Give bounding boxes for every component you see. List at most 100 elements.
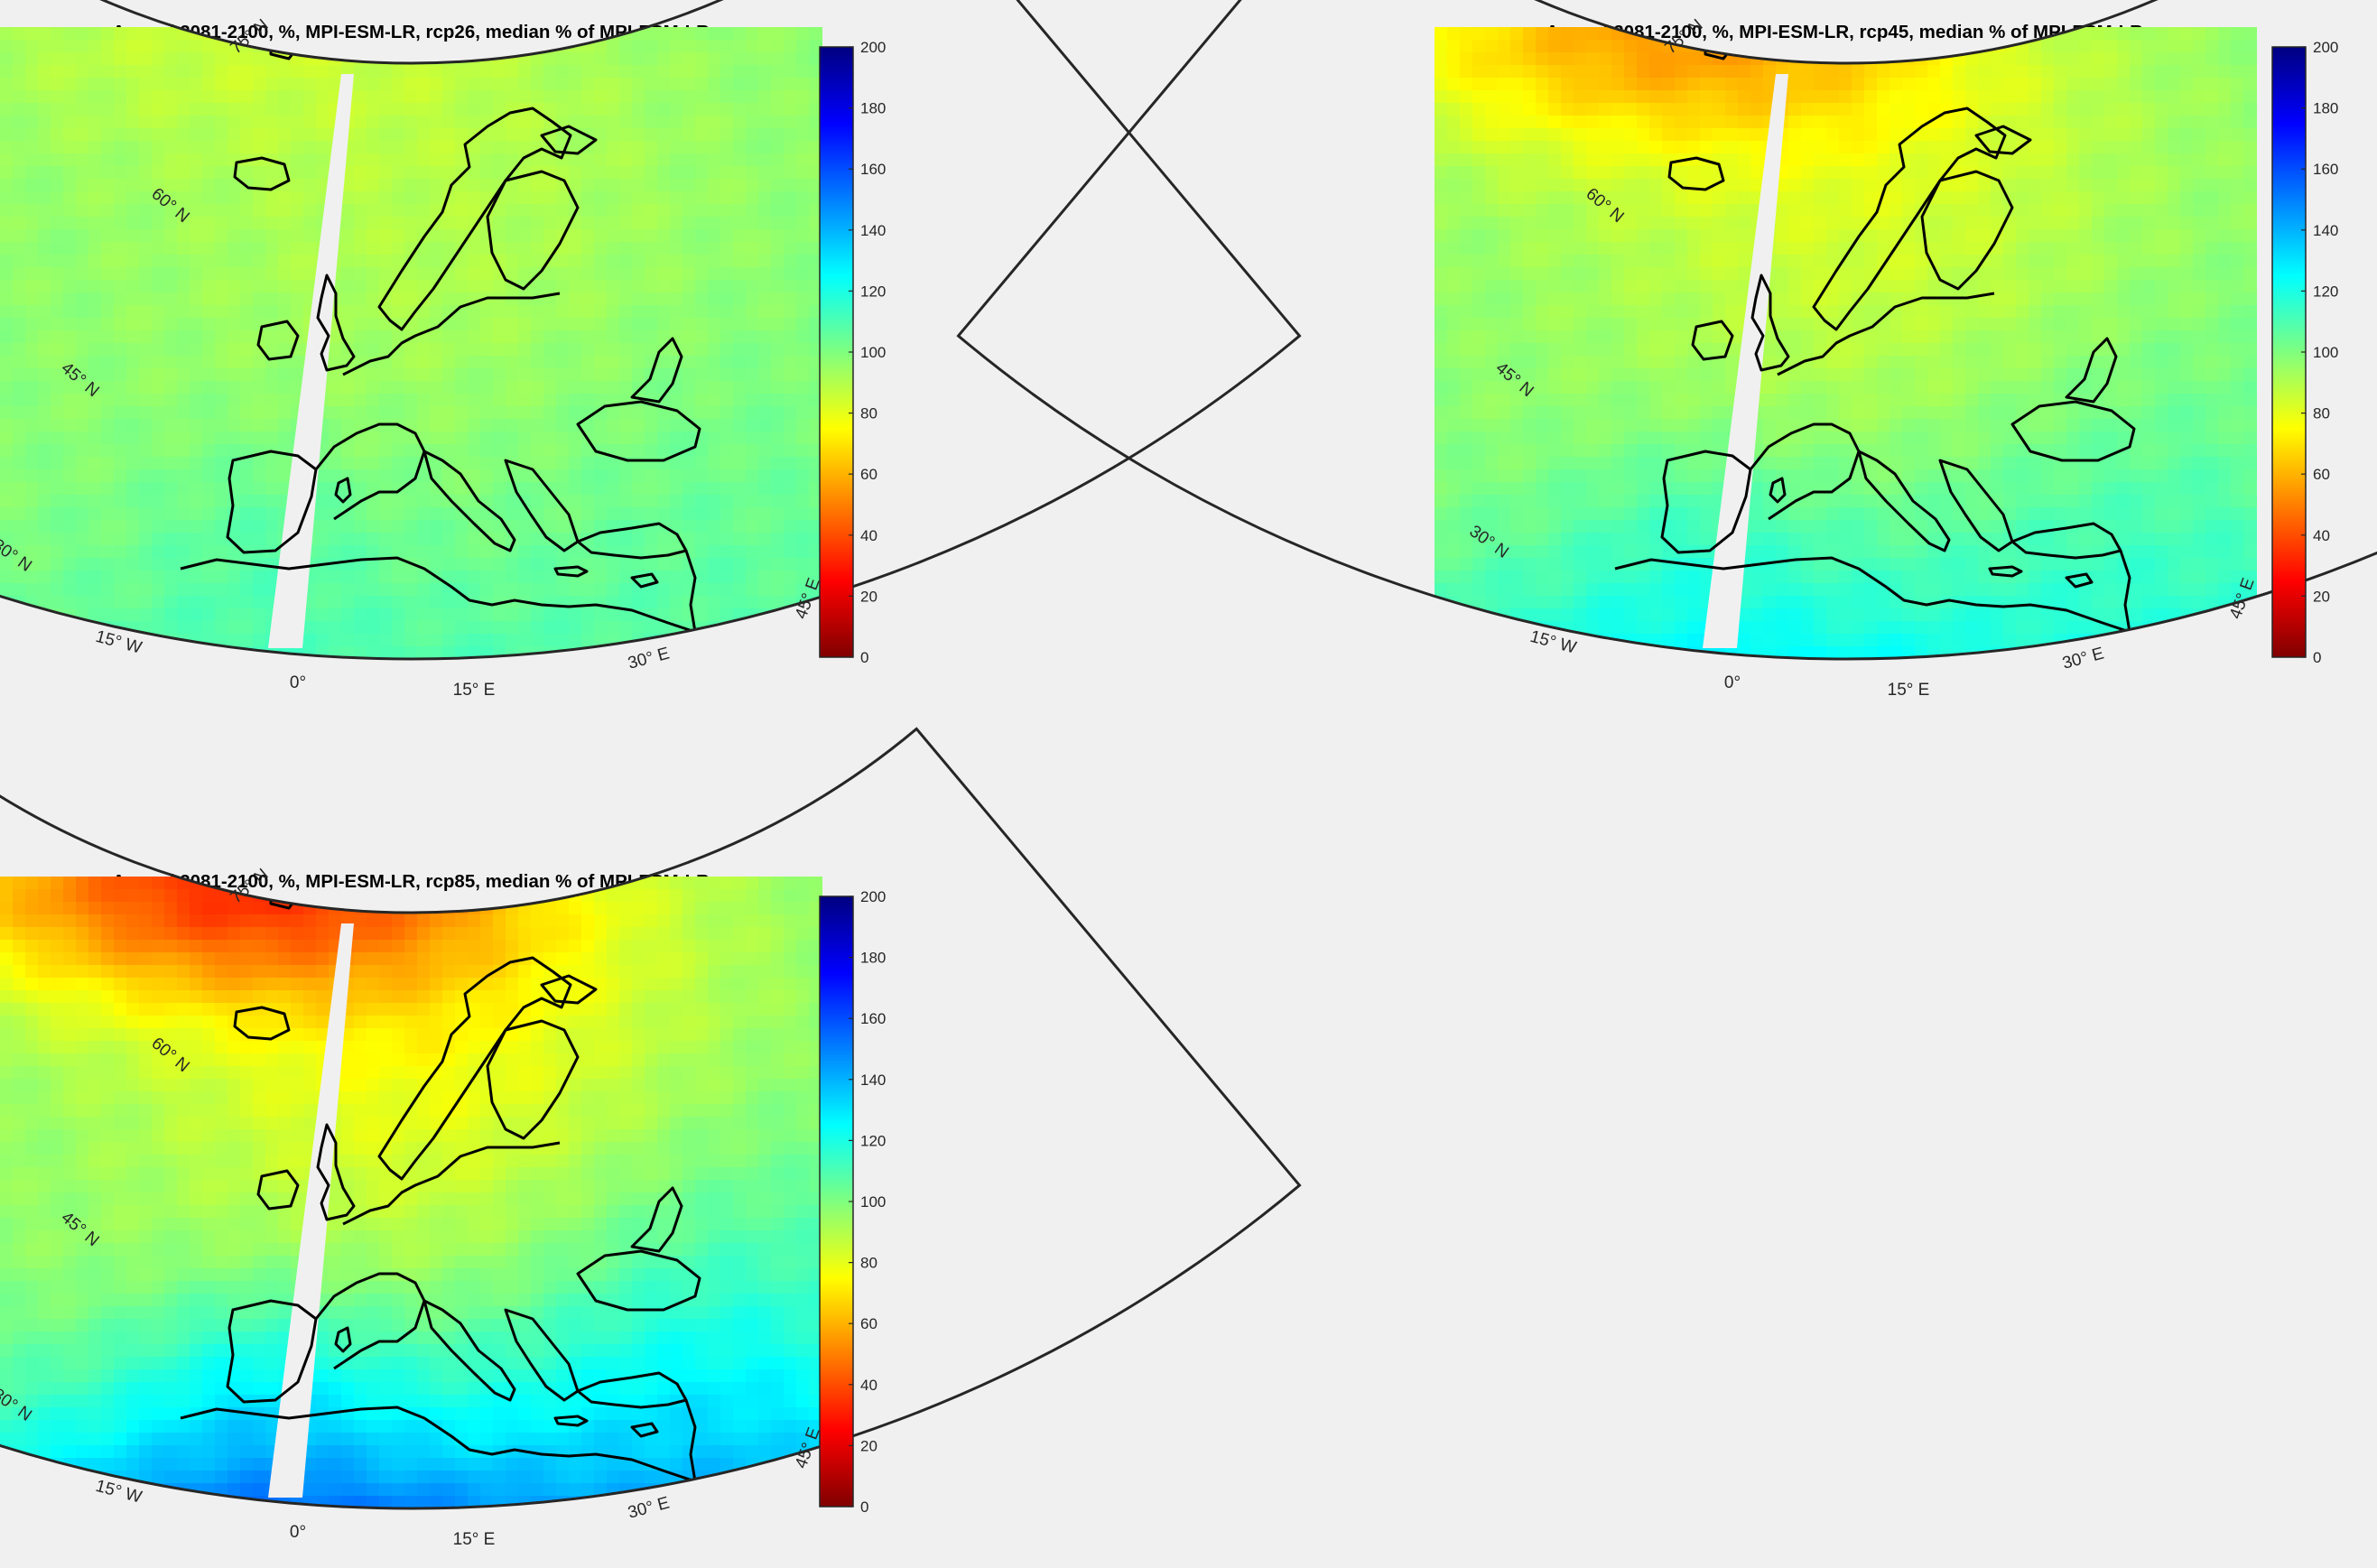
field-cell bbox=[784, 520, 797, 533]
field-cell bbox=[518, 634, 532, 647]
field-cell bbox=[796, 482, 810, 496]
field-cell bbox=[708, 507, 721, 521]
field-cell bbox=[758, 166, 772, 180]
field-cell bbox=[25, 608, 39, 622]
field-cell bbox=[38, 646, 51, 660]
field-cell bbox=[1788, 166, 1802, 180]
field-cell bbox=[101, 166, 115, 180]
field-cell bbox=[265, 419, 279, 432]
field-cell bbox=[1561, 40, 1574, 53]
field-cell bbox=[543, 217, 557, 230]
field-cell bbox=[720, 507, 734, 521]
field-cell bbox=[417, 280, 431, 293]
field-cell bbox=[240, 583, 254, 597]
field-cell bbox=[746, 621, 759, 635]
field-cell bbox=[2205, 242, 2219, 255]
field-cell bbox=[114, 356, 127, 369]
field-cell bbox=[278, 78, 292, 91]
field-cell bbox=[38, 583, 51, 597]
field-cell bbox=[695, 394, 709, 407]
field-cell bbox=[657, 40, 671, 53]
field-cell bbox=[2193, 103, 2206, 116]
field-cell bbox=[796, 431, 810, 445]
field-cell bbox=[430, 659, 443, 660]
field-cell bbox=[518, 381, 532, 394]
field-cell bbox=[1523, 255, 1537, 268]
field-cell bbox=[2041, 153, 2055, 167]
field-cell bbox=[253, 520, 266, 533]
field-cell bbox=[632, 280, 645, 293]
field-cell bbox=[417, 571, 431, 584]
field-cell bbox=[531, 495, 544, 508]
field-cell bbox=[682, 381, 696, 394]
field-cell bbox=[2142, 40, 2156, 53]
field-cell bbox=[202, 90, 216, 104]
field-cell bbox=[1738, 128, 1751, 142]
field-cell bbox=[139, 659, 153, 660]
field-cell bbox=[569, 153, 582, 167]
field-cell bbox=[796, 305, 810, 319]
field-cell bbox=[455, 292, 469, 306]
field-cell bbox=[2218, 229, 2232, 243]
field-cell bbox=[1561, 255, 1574, 268]
field-cell bbox=[240, 368, 254, 382]
field-cell bbox=[1877, 78, 1890, 91]
field-cell bbox=[38, 558, 51, 571]
field-cell bbox=[2041, 141, 2055, 154]
field-cell bbox=[2155, 318, 2168, 331]
field-cell bbox=[1675, 242, 1688, 255]
field-cell bbox=[518, 659, 532, 660]
field-cell bbox=[1877, 166, 1890, 180]
field-cell bbox=[76, 444, 89, 458]
field-cell bbox=[771, 419, 785, 432]
field-cell bbox=[417, 406, 431, 420]
field-cell bbox=[784, 153, 797, 167]
field-cell bbox=[1460, 255, 1473, 268]
field-cell bbox=[177, 103, 190, 116]
map-panel-rcp45: Annual 2081-2100, %, MPI-ESM-LR, rcp45, … bbox=[956, 0, 2377, 700]
field-cell bbox=[746, 406, 759, 420]
field-cell bbox=[379, 558, 393, 571]
field-cell bbox=[51, 520, 64, 533]
field-cell bbox=[645, 65, 658, 79]
field-cell bbox=[518, 204, 532, 218]
field-cell bbox=[278, 191, 292, 205]
field-cell bbox=[152, 65, 165, 79]
field-cell bbox=[758, 381, 772, 394]
field-cell bbox=[506, 381, 519, 394]
field-cell bbox=[1523, 305, 1537, 319]
field-cell bbox=[569, 368, 582, 382]
field-cell bbox=[1548, 318, 1562, 331]
field-cell bbox=[76, 267, 89, 281]
field-cell bbox=[316, 179, 330, 192]
field-cell bbox=[164, 330, 178, 344]
field-cell bbox=[215, 191, 228, 205]
field-cell bbox=[708, 419, 721, 432]
field-cell bbox=[88, 381, 102, 394]
field-cell bbox=[341, 229, 355, 243]
field-cell bbox=[227, 634, 241, 647]
field-cell bbox=[746, 318, 759, 331]
field-cell bbox=[2117, 40, 2131, 53]
field-cell bbox=[645, 40, 658, 53]
field-cell bbox=[455, 482, 469, 496]
field-cell bbox=[708, 482, 721, 496]
field-cell bbox=[733, 141, 747, 154]
field-cell bbox=[202, 520, 216, 533]
field-cell bbox=[2142, 78, 2156, 91]
field-cell bbox=[645, 381, 658, 394]
field-cell bbox=[733, 217, 747, 230]
field-cell bbox=[556, 78, 570, 91]
field-cell bbox=[1915, 305, 1928, 319]
field-cell bbox=[2168, 27, 2181, 41]
field-cell bbox=[114, 280, 127, 293]
field-cell bbox=[430, 103, 443, 116]
field-cell bbox=[51, 406, 64, 420]
field-cell bbox=[518, 419, 532, 432]
field-cell bbox=[518, 267, 532, 281]
field-cell bbox=[1611, 330, 1625, 344]
field-cell bbox=[632, 406, 645, 420]
field-cell bbox=[594, 90, 608, 104]
field-cell bbox=[114, 292, 127, 306]
field-cell bbox=[2079, 217, 2093, 230]
